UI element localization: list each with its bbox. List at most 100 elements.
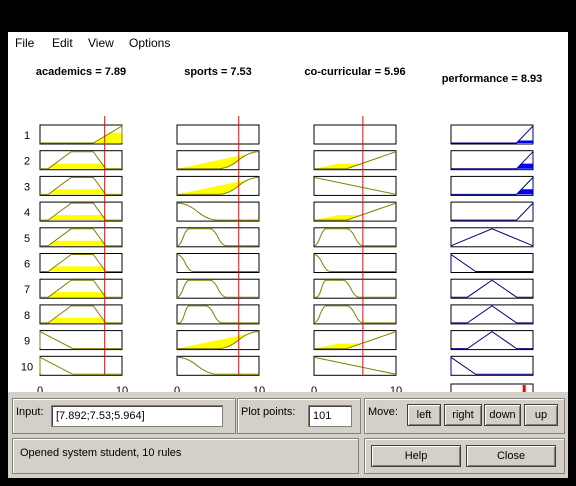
input-mf-line [313,305,396,324]
output-mf-fill [451,189,533,195]
input-mf-line [176,202,259,221]
move-panel: Move: left right down up [364,398,565,434]
input-mf-line [313,176,397,195]
input-rule-box [313,253,397,273]
axis-min-label: 0 [174,385,180,392]
input-rule-box [176,124,260,145]
input-variable-label: sports = 7.53 [184,66,252,78]
rule-number: 6 [24,259,30,271]
move-up-button[interactable]: up [524,404,558,426]
input-mf-fill [40,215,122,221]
input-mf-line [176,228,259,247]
output-rule-box [450,278,534,299]
menu-edit[interactable]: Edit [52,36,73,50]
output-mf-fill [451,140,533,143]
input-mf-line [314,202,397,221]
output-mf-line [451,201,534,221]
input-rule-box [176,355,260,376]
rule-plot-svg[interactable]: 1 2 3 4 5 6 7 8 9 10 academics = 7.89 0 10 sports = 7… [8,54,568,392]
input-rule-box [313,124,397,145]
axis-max-label: 10 [253,385,265,392]
output-mf-fill [451,163,533,169]
axis-min-label: 0 [37,385,43,392]
input-mf-line [40,254,122,272]
axis-max-label: 10 [116,385,128,392]
output-mf-line [450,253,533,272]
rule-number: 8 [24,310,30,322]
menu-file[interactable]: File [15,36,35,50]
input-mf-fill [40,163,122,169]
input-mf-line [40,228,122,247]
output-mf-line [451,150,534,170]
output-rule-box [450,304,534,325]
input-rule-box [39,355,123,376]
input-rule-box [176,201,260,222]
output-mf-line [451,124,534,144]
output-rule-box [450,330,534,351]
menu-view[interactable]: View [88,36,114,50]
rule-plot-area[interactable]: 1 2 3 4 5 6 7 8 9 10 academics = 7.89 0 10 sports = 7… [8,54,568,392]
input-mf-fill [40,266,122,272]
output-rule-box [450,227,534,248]
plot-points-label: Plot points: [241,406,296,418]
input-mf-line [177,305,259,324]
output-mf-line [451,279,533,298]
input-mf-line [40,305,122,324]
output-mf-line [451,330,533,350]
close-button[interactable]: Close [466,445,556,467]
rule-number: 7 [24,284,30,296]
plot-points-field[interactable]: 101 [308,405,352,427]
menu-bar: File Edit View Options [8,32,568,54]
axis-max-label: 10 [390,385,402,392]
input-mf-line [40,125,123,144]
rule-number: 4 [24,207,30,219]
input-rule-box [313,278,397,299]
rule-number: 3 [24,181,30,193]
input-mf-line [177,331,260,350]
output-rule-box [450,201,534,222]
input-label: Input: [16,406,44,418]
rule-viewer-window: File Edit View Options 1 2 3 4 5 6 7 8 9 10 academ… [8,32,568,478]
plot-points-panel: Plot points: 101 [237,398,361,434]
menu-options[interactable]: Options [129,36,171,50]
input-mf-fill [40,292,122,298]
move-left-button[interactable]: left [407,404,441,426]
output-mf-line [451,176,534,195]
move-right-button[interactable]: right [444,404,482,426]
input-mf-line [40,151,122,170]
input-mf-line [39,356,122,375]
rule-number: 2 [24,156,30,168]
rule-number: 9 [24,336,30,348]
input-mf-line [176,254,259,272]
input-mf-fill [40,132,122,143]
input-mf-line [40,279,122,298]
status-panel: Opened system student, 10 rules [12,438,359,474]
input-mf-fill [40,317,122,323]
help-button[interactable]: Help [371,445,461,467]
move-label: Move: [368,406,398,418]
help-close-panel: Help Close [364,438,565,474]
input-mf-line [177,151,260,170]
input-mf-fill [40,189,122,195]
output-mf-line [450,356,533,375]
input-variable-label: co-curricular = 5.96 [304,66,405,78]
status-text: Opened system student, 10 rules [20,447,182,459]
rule-number: 1 [24,130,30,142]
output-aggregate-box [450,383,534,392]
rule-number: 5 [24,233,30,245]
input-mf-line [39,330,122,350]
output-mf-line [450,228,534,247]
axis-min-label: 0 [311,385,317,392]
input-mf-line [313,228,396,247]
input-variable-label: academics = 7.89 [36,66,126,78]
move-down-button[interactable]: down [484,404,521,426]
output-mf-line [451,305,533,324]
input-mf-line [40,202,122,221]
input-mf-line [314,279,396,298]
input-panel: Input: [7.892;7.53;5.964] [12,398,236,434]
input-mf-line [176,356,259,375]
input-mf-line [313,254,396,272]
input-mf-line [40,176,122,195]
rule-number: 10 [21,361,33,373]
input-field[interactable]: [7.892;7.53;5.964] [51,405,223,427]
